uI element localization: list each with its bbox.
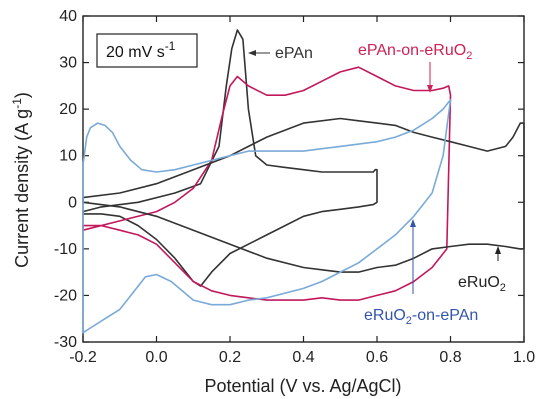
y-tick-label: -20 (54, 287, 77, 304)
y-tick-label: 10 (59, 148, 77, 165)
x-axis-title: Potential (V vs. Ag/AgCl) (204, 376, 401, 396)
annotation-epan: ePAn (248, 45, 313, 62)
x-tick-label: 0.8 (439, 349, 461, 366)
y-tick-label: -10 (54, 241, 77, 258)
series-line-epan-on-eruo2 (82, 66, 452, 301)
y-axis-title: Current density (A g-1) (10, 92, 32, 268)
annotation-eruo2-on-epan-label: eRuO2-on-ePAn (364, 307, 478, 327)
annotation-eruo2-label: eRuO2 (458, 274, 506, 294)
scan-rate-label: 20 mV s-1 (106, 39, 176, 61)
scan-rate-box: 20 mV s-1 (96, 33, 198, 68)
series-line-eruo2 (82, 117, 525, 273)
x-tick-label: 0.0 (145, 349, 167, 366)
annotation-epan-on-eruo2-label: ePAn-on-eRuO2 (358, 42, 472, 62)
annotation-epan-label: ePAn (275, 45, 313, 62)
x-tick-label: 0.6 (366, 349, 388, 366)
y-tick-label: 40 (59, 8, 77, 25)
annotation-eruo2: eRuO2 (458, 246, 506, 294)
annotation-eruo2-on-epan: eRuO2-on-ePAn (364, 219, 478, 327)
axis-ticks: -0.2 0.0 0.2 0.4 0.6 0.8 1.0 -30 -20 -10 0 10 20 30 40 (54, 8, 535, 366)
x-tick-label: 0.2 (219, 349, 241, 366)
annotation-epan-on-eruo2: ePAn-on-eRuO2 (358, 42, 472, 93)
x-tick-label: -0.2 (69, 349, 97, 366)
y-tick-label: 0 (68, 194, 77, 211)
y-tick-label: -30 (54, 334, 77, 351)
series-line-eruo2-on-epan (82, 99, 452, 334)
x-tick-label: 0.4 (292, 349, 314, 366)
x-tick-label: 1.0 (513, 349, 535, 366)
series-layer (82, 29, 525, 334)
y-tick-label: 20 (59, 101, 77, 118)
series-line-epan (82, 29, 378, 287)
y-tick-label: 30 (59, 55, 77, 72)
